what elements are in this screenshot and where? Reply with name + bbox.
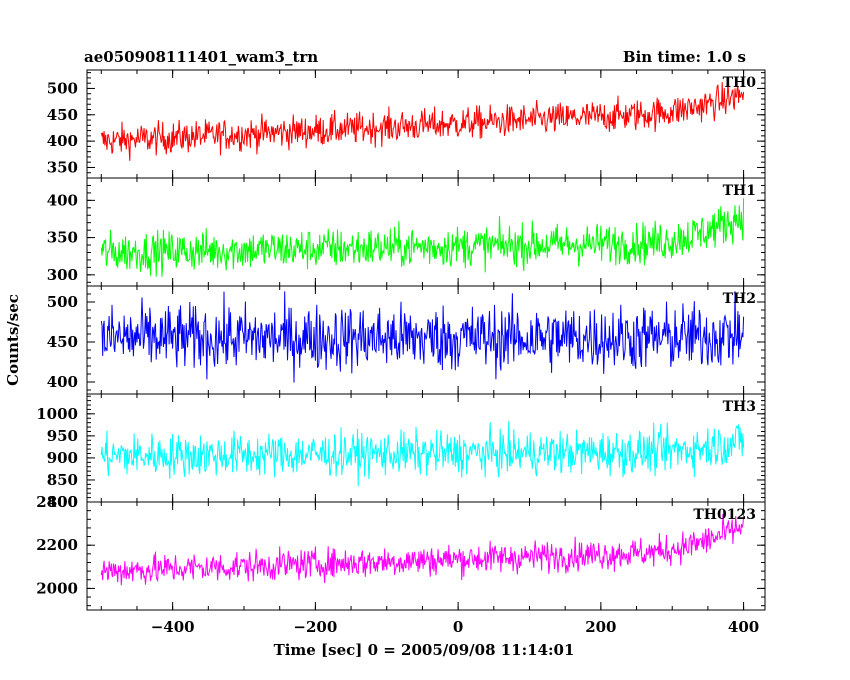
x-axis-label: Time [sec] 0 = 2005/09/08 11:14:01: [274, 641, 575, 659]
x-axis: −400 −200 0 200 400: [151, 618, 760, 636]
y-tick-label: 300: [47, 266, 78, 284]
panel-frame: [86, 177, 766, 287]
x-tick-label: −400: [151, 618, 195, 636]
panel-th3: 800 850 900 950 1000 TH3: [36, 393, 766, 511]
y-tick-label: 800: [47, 493, 78, 511]
panel-label: TH3: [723, 399, 756, 415]
x-tick-label: 0: [453, 618, 463, 636]
panel-label: TH1: [723, 183, 756, 199]
y-tick-label: 450: [47, 106, 78, 124]
series-th1: [100, 198, 745, 277]
series-th0: [100, 82, 745, 161]
panel-label: TH0: [723, 75, 757, 91]
y-tick-label: 350: [47, 158, 78, 176]
y-tick-label: 2000: [36, 579, 78, 597]
x-tick-label: −200: [293, 618, 337, 636]
y-tick-label: 1000: [36, 405, 78, 423]
y-tick-label: 850: [47, 471, 78, 489]
y-tick-label: 2200: [36, 536, 78, 554]
y-tick-label: 500: [47, 293, 78, 311]
y-axis-label: Counts/sec: [4, 294, 22, 386]
panel-th0123: 2000 2200 2400 TH0123: [36, 493, 766, 611]
y-tick-label: 2400: [36, 493, 78, 511]
panel-th0: 350 400 450 500 TH0: [47, 69, 766, 179]
x-tick-label: 200: [585, 618, 616, 636]
panel-label: TH0123: [693, 507, 756, 523]
x-tick-label: 400: [728, 618, 759, 636]
panel-frame: [86, 501, 766, 611]
y-tick-label: 900: [47, 449, 78, 467]
y-tick-label: 950: [47, 427, 78, 445]
chart-subtitle: Bin time: 1.0 s: [623, 48, 746, 66]
panel-label: TH2: [723, 291, 756, 307]
panels: 350 400 450 500 TH0 300 350 400 TH1 400 450 500 TH2 8…: [36, 69, 766, 611]
y-tick-label: 400: [47, 373, 78, 391]
series-th3: [100, 420, 745, 487]
panel-th1: 300 350 400 TH1: [47, 177, 766, 287]
panel-frame: [86, 285, 766, 395]
y-tick-label: 500: [47, 79, 78, 97]
y-tick-label: 450: [47, 333, 78, 351]
panel-th2: 400 450 500 TH2: [47, 285, 766, 395]
series-th2: [100, 291, 745, 383]
y-tick-label: 350: [47, 229, 78, 247]
chart-title: ae050908111401_wam3_trn: [84, 48, 318, 66]
y-tick-label: 400: [47, 132, 78, 150]
y-tick-label: 400: [47, 191, 78, 209]
series-th0123: [100, 513, 745, 586]
